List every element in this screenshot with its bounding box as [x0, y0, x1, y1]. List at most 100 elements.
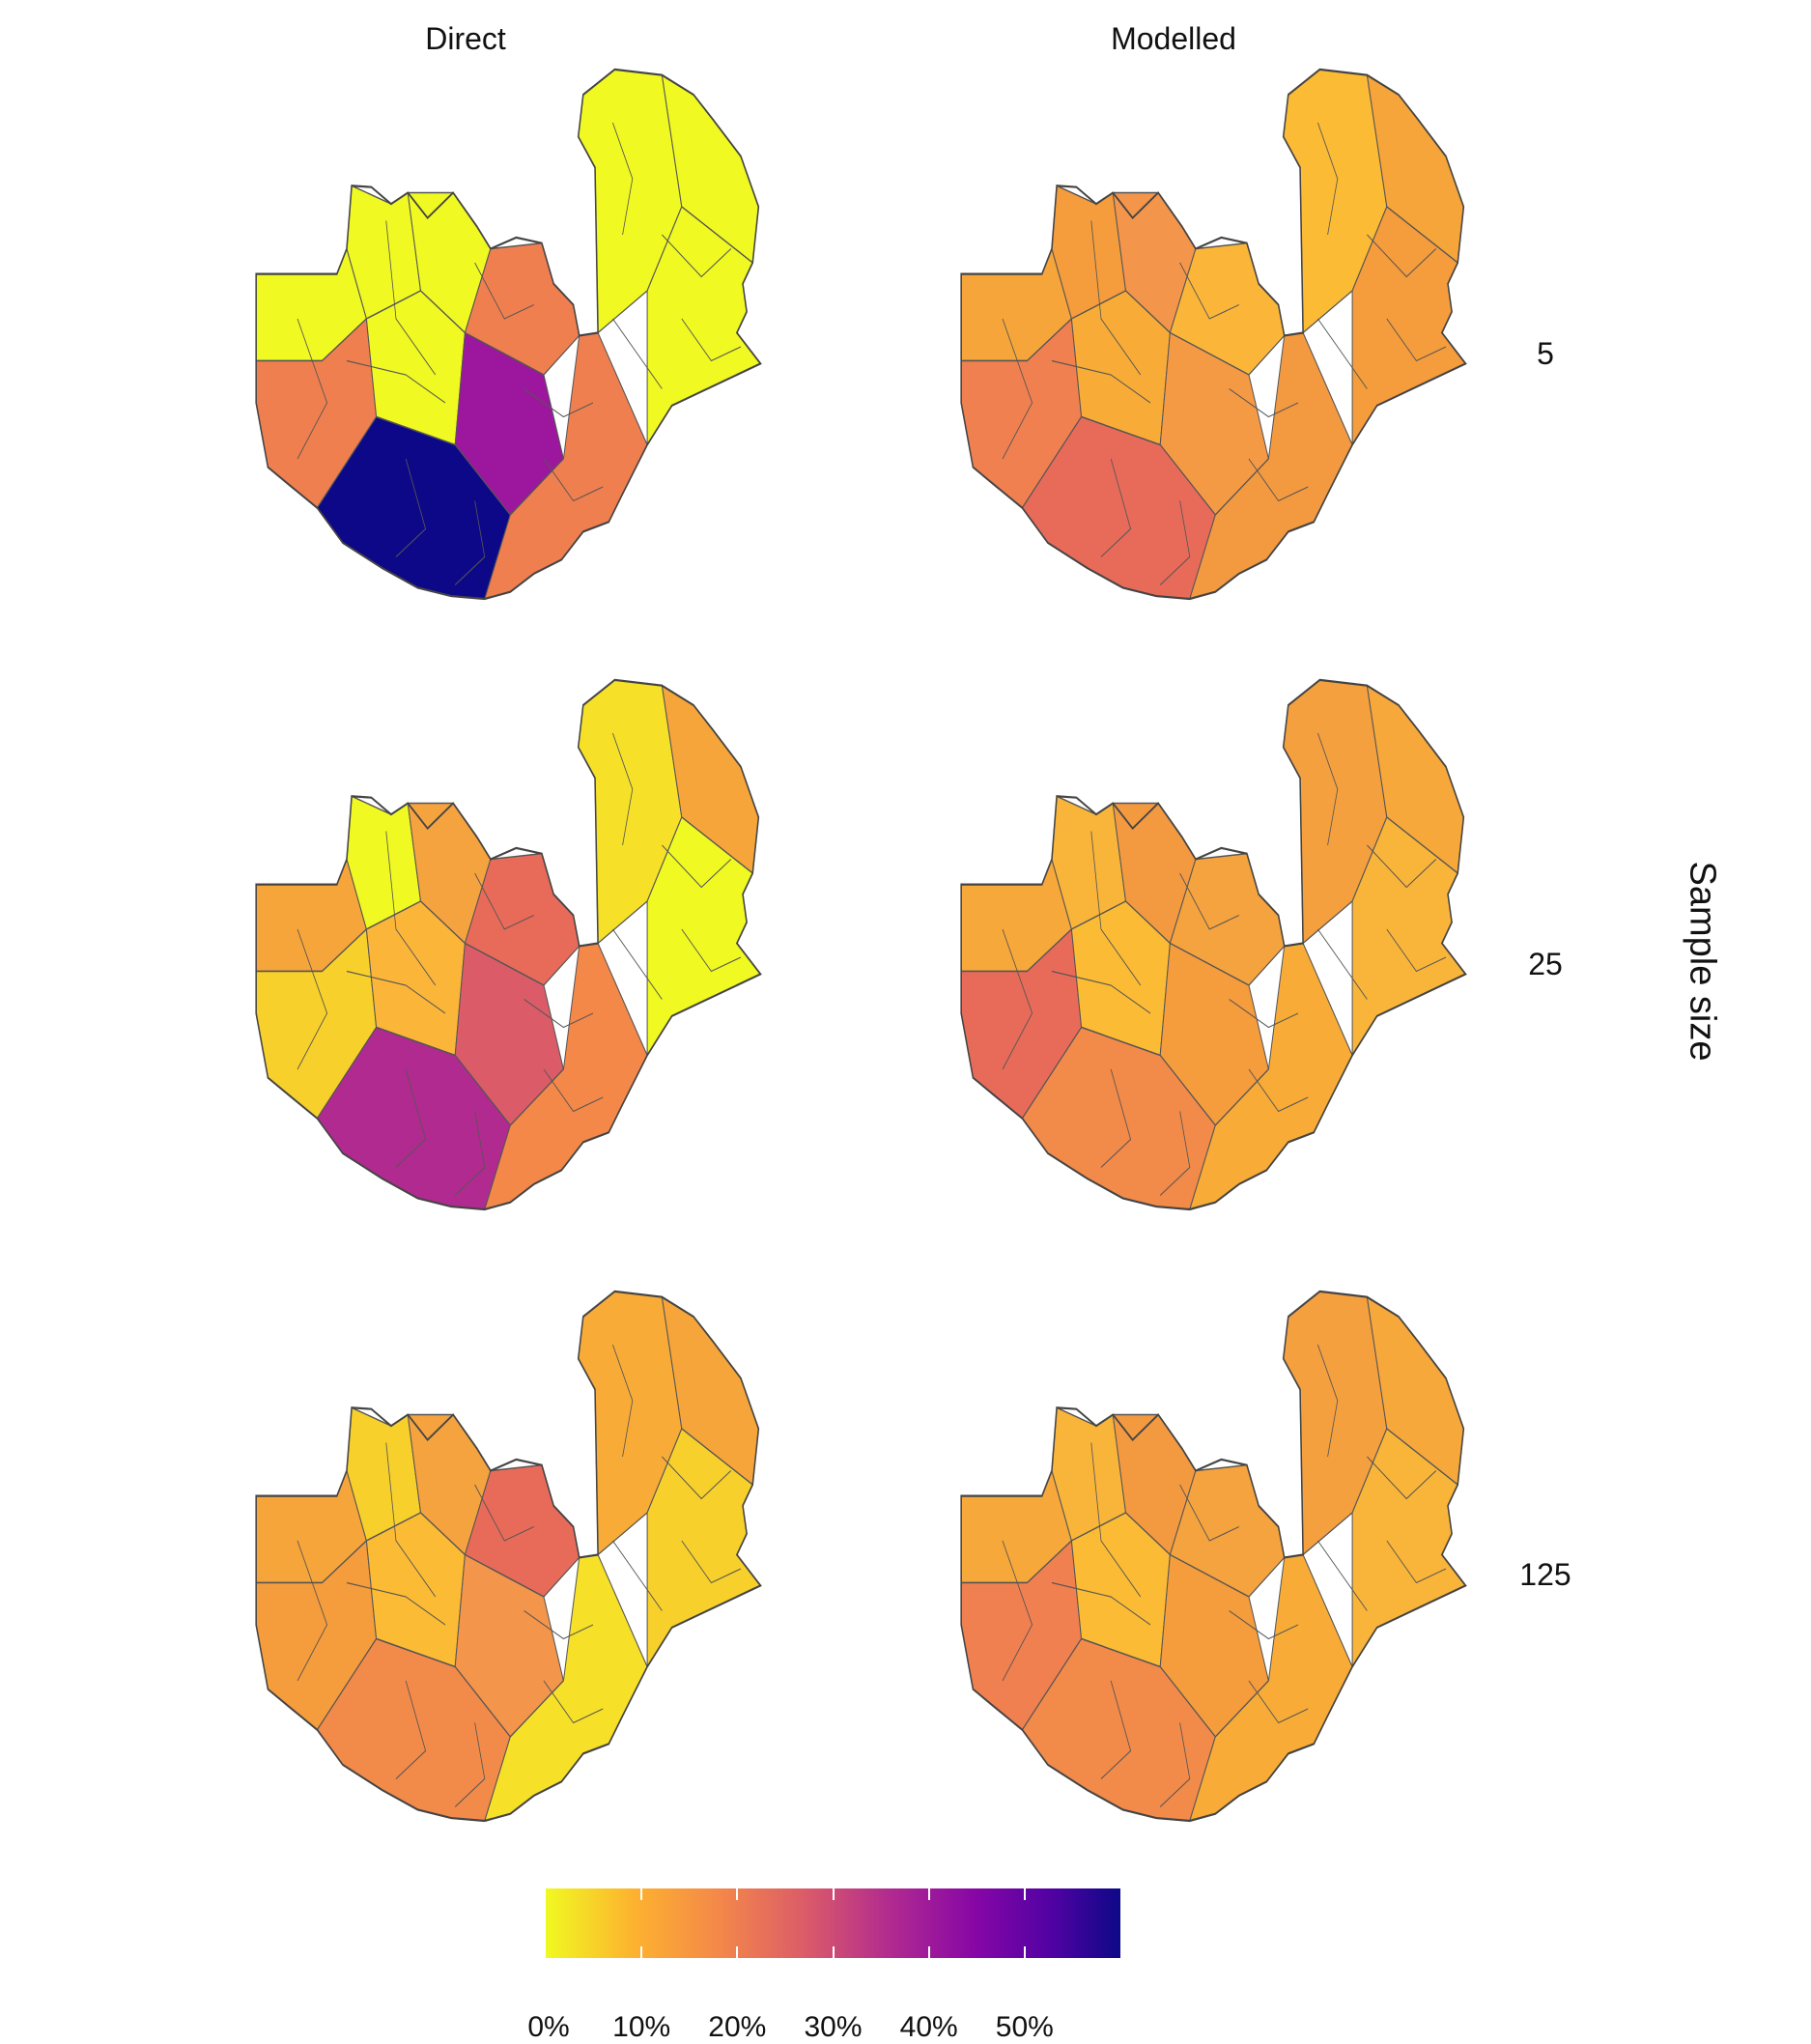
district-border [1386, 318, 1447, 362]
district-border [1051, 1581, 1151, 1626]
district-border [1179, 262, 1239, 320]
district-border [474, 1484, 534, 1542]
district-border [1179, 872, 1239, 930]
district-border [297, 318, 328, 460]
map-panel-modelled-5 [855, 39, 1531, 638]
district-border [1317, 1344, 1339, 1458]
district-border [385, 831, 437, 986]
district-border [1367, 1456, 1437, 1500]
map-panel-direct-5 [150, 39, 826, 638]
district-border [543, 1680, 604, 1724]
district-border [474, 872, 534, 930]
legend-label: 30% [804, 2011, 863, 2043]
legend-label: 50% [995, 2011, 1054, 2043]
district-border [1317, 1540, 1368, 1611]
district-border [1317, 732, 1339, 846]
district-border [523, 998, 594, 1029]
district-border [523, 387, 594, 418]
legend-tick [832, 1888, 835, 1958]
district-border [395, 1680, 427, 1779]
district-border [1159, 1722, 1191, 1807]
district-border [612, 122, 634, 236]
country-outline [255, 68, 762, 601]
legend-label: 40% [899, 2011, 958, 2043]
legend-tick [640, 1888, 643, 1958]
map-panel-modelled-25 [855, 649, 1531, 1248]
district-border [1317, 928, 1368, 1000]
district-border [1229, 387, 1299, 418]
district-border [662, 1456, 732, 1500]
district-border [297, 1540, 328, 1682]
map-panel-modelled-125 [855, 1261, 1531, 1859]
district-border [1159, 500, 1191, 585]
district-border [543, 458, 604, 502]
district-border [612, 318, 663, 389]
district-border [385, 1442, 437, 1598]
color-legend [546, 1888, 1120, 1958]
district-border [1051, 359, 1151, 404]
district-border [1051, 970, 1151, 1014]
zambia-map-direct-125 [255, 1290, 762, 1823]
district-border [454, 500, 486, 585]
zambia-map-modelled-5 [960, 68, 1467, 601]
district-border [612, 732, 634, 846]
district-border [543, 1068, 604, 1113]
district-border [1386, 1540, 1447, 1584]
district-border [1179, 1484, 1239, 1542]
district-border [1248, 458, 1309, 502]
country-outline [960, 68, 1467, 601]
district-border [1159, 1111, 1191, 1196]
zambia-map-modelled-25 [960, 678, 1467, 1211]
map-panel-direct-25 [150, 649, 826, 1248]
zambia-map-direct-25 [255, 678, 762, 1211]
district-border [385, 220, 437, 376]
district-border [1229, 998, 1299, 1029]
district-border [1317, 122, 1339, 236]
country-outline [255, 678, 762, 1211]
district-border [1367, 234, 1437, 278]
legend-label: 10% [612, 2011, 671, 2043]
map-panel-direct-125 [150, 1261, 826, 1859]
legend-label: 0% [527, 2011, 570, 2043]
district-border [1248, 1680, 1309, 1724]
district-border [395, 1068, 427, 1168]
district-border [346, 1581, 446, 1626]
district-border [681, 1540, 742, 1584]
district-border [1002, 1540, 1033, 1682]
zambia-map-direct-5 [255, 68, 762, 601]
strip-title: Sample size [1682, 861, 1723, 1062]
district-border [346, 970, 446, 1014]
row-label-5: 5 [1537, 336, 1554, 371]
legend-tick [927, 1888, 930, 1958]
legend-label: 20% [708, 2011, 767, 2043]
legend-tick [1023, 1888, 1026, 1958]
district-border [1100, 1680, 1132, 1779]
district-border [1248, 1068, 1309, 1113]
column-title-direct: Direct [425, 21, 506, 56]
district-border [612, 928, 663, 1000]
district-border [395, 458, 427, 557]
district-border [1100, 1068, 1132, 1168]
district-border [662, 234, 732, 278]
zambia-map-modelled-125 [960, 1290, 1467, 1823]
legend-tick [736, 1888, 739, 1958]
district-border [297, 928, 328, 1070]
country-outline [960, 1290, 1467, 1823]
district-border [1317, 318, 1368, 389]
row-label-25: 25 [1528, 947, 1563, 981]
country-outline [960, 678, 1467, 1211]
district-border [612, 1540, 663, 1611]
district-border [1002, 318, 1033, 460]
row-label-125: 125 [1519, 1557, 1571, 1592]
district-border [1002, 928, 1033, 1070]
district-border [1367, 844, 1437, 889]
district-border [454, 1111, 486, 1196]
district-border [1090, 1442, 1142, 1598]
district-border [681, 928, 742, 973]
district-border [662, 844, 732, 889]
column-title-modelled: Modelled [1111, 21, 1236, 56]
district-border [1386, 928, 1447, 973]
district-border [1100, 458, 1132, 557]
district-border [681, 318, 742, 362]
district-border [612, 1344, 634, 1458]
